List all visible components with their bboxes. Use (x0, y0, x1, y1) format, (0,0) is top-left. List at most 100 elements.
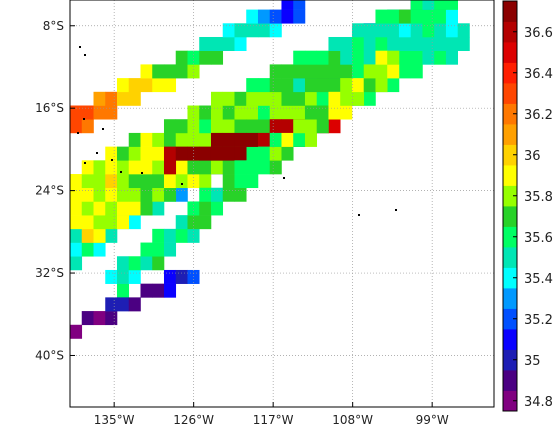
data-cell (246, 91, 259, 106)
data-cell (70, 228, 83, 243)
colorbar-segment (503, 349, 517, 371)
data-cell (304, 50, 318, 65)
data-cell (163, 146, 177, 161)
data-cell (187, 105, 200, 120)
colorbar-segment (503, 62, 517, 84)
data-cell (304, 105, 318, 120)
data-cell (116, 256, 130, 271)
data-cell (152, 201, 165, 216)
data-cell (246, 105, 259, 120)
colorbar-tick-label: 35.4 (524, 272, 553, 287)
colorbar-segment (503, 83, 517, 104)
data-cell (81, 160, 94, 175)
data-cell (175, 146, 188, 161)
data-cell (81, 201, 94, 216)
island-dots (77, 46, 397, 216)
data-cell (210, 146, 224, 161)
data-cell (222, 91, 235, 106)
data-cell (398, 36, 411, 51)
data-cell (175, 187, 188, 202)
colorbar-tick-label: 35 (524, 354, 541, 369)
data-cell (410, 9, 423, 24)
data-cell (152, 146, 165, 161)
data-cell (281, 132, 294, 147)
data-cell (340, 91, 353, 106)
data-cell (93, 91, 106, 106)
data-cell (269, 64, 282, 79)
data-cell (222, 160, 235, 175)
data-cell (410, 36, 423, 51)
data-cell (328, 105, 341, 120)
data-cell (281, 64, 294, 79)
data-cell (152, 78, 165, 93)
data-cell (222, 187, 235, 202)
data-cell (70, 174, 83, 189)
data-cell (199, 187, 212, 202)
data-cell (175, 228, 188, 243)
data-cell (105, 174, 118, 189)
data-cell (340, 50, 353, 65)
colorbar-tick-label: 36.4 (524, 67, 553, 82)
colorbar-segment (503, 267, 517, 289)
data-cell (152, 132, 165, 147)
data-cell (293, 0, 306, 10)
data-cell (387, 9, 400, 24)
data-cell (257, 160, 271, 175)
data-cell (269, 91, 282, 106)
island-dot (283, 177, 285, 179)
data-cell (140, 78, 153, 93)
data-cell (222, 23, 235, 38)
data-cell (293, 91, 306, 106)
data-cell (398, 9, 411, 24)
lon-tick-label: 99°W (416, 413, 449, 427)
data-cell (445, 9, 458, 24)
data-cell (187, 201, 200, 216)
data-cell (116, 269, 130, 284)
data-cell (175, 269, 188, 284)
data-cell (434, 36, 447, 51)
data-cell (175, 215, 188, 230)
colorbar-labels: 34.8 35 35.2 35.4 35.6 35.8 36 36.2 36.4 36.6 (513, 26, 553, 410)
data-cell (351, 36, 365, 51)
data-cell (234, 23, 247, 38)
data-cell (234, 146, 247, 161)
data-cell (140, 174, 153, 189)
data-cell (363, 64, 376, 79)
data-cell (422, 50, 435, 65)
data-cell (375, 64, 388, 79)
data-cell (116, 146, 130, 161)
data-cell (281, 119, 294, 134)
data-cell (128, 78, 141, 93)
data-cell (234, 105, 247, 120)
data-cell (70, 242, 83, 257)
island-dot (120, 171, 122, 173)
island-dot (111, 159, 113, 161)
data-cell (281, 91, 294, 106)
data-cell (257, 132, 271, 147)
data-cell (81, 215, 94, 230)
data-cell (257, 91, 271, 106)
island-dot (181, 183, 183, 185)
data-cell (199, 132, 212, 147)
data-cell (105, 160, 118, 175)
colorbar-tick-label: 36 (524, 149, 541, 164)
data-cell (70, 324, 83, 339)
lat-tick-label: 24°S (35, 184, 64, 198)
data-cell (234, 132, 247, 147)
data-cell (293, 78, 306, 93)
colorbar (502, 0, 518, 412)
data-cell (163, 283, 177, 298)
island-dot (102, 128, 104, 130)
data-cell (304, 119, 318, 134)
data-cell (128, 269, 141, 284)
data-cell (93, 215, 106, 230)
data-cell (316, 105, 329, 120)
data-cell (269, 132, 282, 147)
data-cell (375, 36, 388, 51)
data-cell (81, 119, 94, 134)
data-cell (316, 64, 329, 79)
lon-tick-label: 135°W (94, 413, 135, 427)
data-cell (457, 36, 470, 51)
data-cell (81, 187, 94, 202)
data-cell (210, 201, 224, 216)
